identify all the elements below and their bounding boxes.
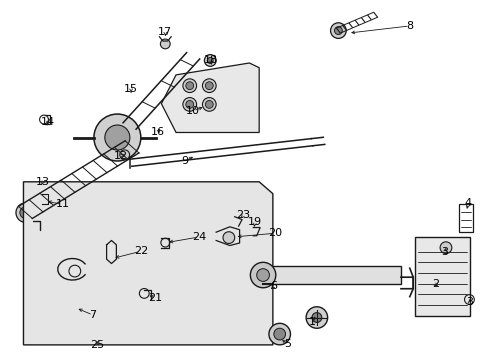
Circle shape <box>250 262 275 288</box>
Text: 6: 6 <box>270 281 277 291</box>
Text: 22: 22 <box>133 246 148 256</box>
Text: 10: 10 <box>186 106 200 116</box>
Text: 11: 11 <box>56 199 69 210</box>
Text: 1: 1 <box>308 317 315 327</box>
Circle shape <box>205 82 213 90</box>
Circle shape <box>185 82 193 90</box>
Circle shape <box>223 232 234 243</box>
Text: 14: 14 <box>41 117 55 127</box>
Circle shape <box>311 312 321 323</box>
Circle shape <box>104 125 130 150</box>
Text: 16: 16 <box>150 127 164 138</box>
Text: 7: 7 <box>89 310 96 320</box>
Circle shape <box>202 98 216 111</box>
Circle shape <box>439 242 451 253</box>
Circle shape <box>305 307 327 328</box>
Text: 9: 9 <box>181 156 188 166</box>
Circle shape <box>160 39 170 49</box>
Circle shape <box>256 269 269 282</box>
Text: 24: 24 <box>192 232 206 242</box>
Text: 8: 8 <box>406 21 412 31</box>
Text: 4: 4 <box>464 198 471 208</box>
Text: 20: 20 <box>267 228 281 238</box>
Circle shape <box>183 98 196 111</box>
Polygon shape <box>263 266 400 284</box>
Circle shape <box>20 207 32 219</box>
Circle shape <box>268 323 290 345</box>
Text: 25: 25 <box>90 340 103 350</box>
Polygon shape <box>23 182 272 345</box>
Circle shape <box>185 100 193 108</box>
Circle shape <box>205 100 213 108</box>
Text: 17: 17 <box>158 27 172 37</box>
Circle shape <box>334 27 342 35</box>
Circle shape <box>204 55 216 66</box>
Circle shape <box>183 79 196 93</box>
Polygon shape <box>414 237 469 316</box>
Circle shape <box>207 58 213 63</box>
Text: 21: 21 <box>148 293 162 303</box>
Circle shape <box>330 23 346 39</box>
Text: 12: 12 <box>114 150 128 161</box>
Circle shape <box>273 328 285 340</box>
Polygon shape <box>458 204 472 232</box>
Polygon shape <box>161 63 259 132</box>
Text: 19: 19 <box>248 217 262 228</box>
Text: 15: 15 <box>124 84 138 94</box>
Text: 3: 3 <box>465 297 472 307</box>
Text: 2: 2 <box>431 279 438 289</box>
Text: 13: 13 <box>36 177 50 187</box>
Circle shape <box>16 203 36 222</box>
Text: 18: 18 <box>204 55 218 66</box>
Circle shape <box>202 79 216 93</box>
Text: 23: 23 <box>236 210 250 220</box>
Circle shape <box>94 114 141 161</box>
Text: 5: 5 <box>284 339 290 349</box>
Text: 3: 3 <box>441 247 447 257</box>
Circle shape <box>120 150 129 160</box>
